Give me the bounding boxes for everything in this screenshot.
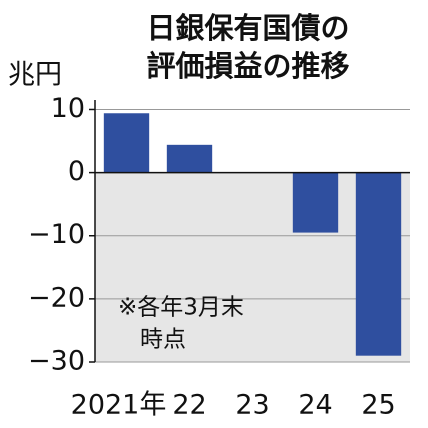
- y-tick-label: −20: [28, 282, 85, 313]
- annotation: ※各年3月末: [118, 295, 244, 321]
- x-tick-label: 23: [235, 390, 269, 421]
- bar: [355, 172, 402, 356]
- x-tick-label: 2021年: [71, 390, 167, 421]
- y-axis-label: 兆円: [8, 60, 62, 91]
- y-tick-label: −10: [28, 219, 85, 250]
- y-tick-label: −30: [28, 346, 85, 377]
- chart-title-line: 日銀保有国債の: [146, 11, 349, 45]
- x-tick-label: 22: [172, 390, 206, 421]
- chart-title-line: 評価損益の推移: [146, 49, 349, 83]
- y-tick-label: 10: [51, 93, 85, 124]
- x-tick-label: 24: [298, 390, 332, 421]
- x-tick-label: 25: [361, 390, 395, 421]
- bar: [103, 113, 150, 173]
- bar: [292, 172, 339, 233]
- annotation: 時点: [140, 327, 186, 353]
- bar: [166, 144, 213, 173]
- y-tick-label: 0: [68, 156, 85, 187]
